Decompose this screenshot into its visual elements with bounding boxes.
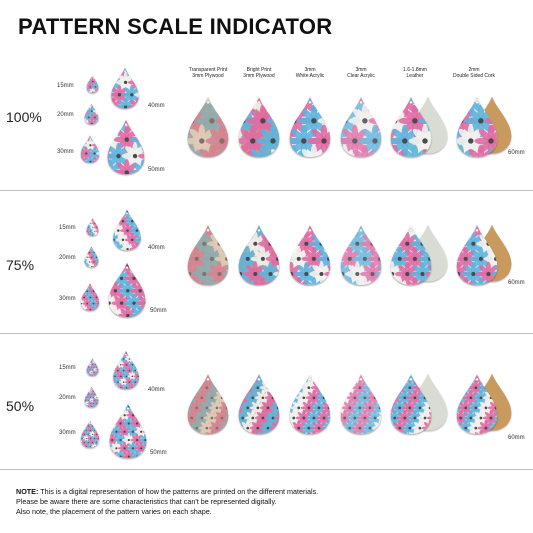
swatch-cork	[456, 374, 498, 434]
row-divider	[0, 190, 533, 191]
size-label: 50mm	[150, 308, 167, 314]
size-label: 15mm	[57, 83, 74, 89]
swatch-leather	[390, 97, 432, 157]
swatch-clear-acrylic	[340, 225, 382, 285]
material-label-plywood-transparent: Transparent Print 3mm Plywood	[188, 67, 228, 79]
size-sample-swatch	[84, 103, 99, 125]
material-label-leather: 1.6-1.8mm Leather	[403, 67, 427, 79]
swatch-cork	[456, 97, 498, 157]
size-label: 20mm	[57, 112, 74, 118]
size-label: 50mm	[150, 450, 167, 456]
dimension-label: 60mm	[508, 150, 525, 156]
size-label: 20mm	[59, 395, 76, 401]
material-label-white-acrylic: 3mm White Acrylic	[295, 67, 325, 79]
scale-label: 75%	[6, 257, 35, 273]
size-sample-swatch	[108, 262, 146, 318]
swatch-bright-plywood	[238, 374, 280, 434]
row-divider	[0, 333, 533, 334]
swatch-leather	[390, 374, 432, 434]
size-sample-swatch	[84, 386, 99, 408]
dimension-label: 60mm	[508, 435, 525, 441]
dimension-label: 60mm	[508, 280, 525, 286]
swatch-white-acrylic	[289, 225, 331, 285]
size-sample-swatch	[80, 420, 100, 448]
size-label: 20mm	[59, 255, 76, 261]
swatch-clear-acrylic	[340, 97, 382, 157]
swatch-clear-acrylic	[340, 374, 382, 434]
size-sample-swatch	[111, 67, 139, 109]
size-sample-swatch	[86, 75, 99, 93]
scale-label: 100%	[6, 109, 42, 125]
swatch-bright-plywood	[238, 225, 280, 285]
size-label: 50mm	[148, 167, 165, 173]
size-sample-swatch	[113, 209, 141, 251]
size-label: 30mm	[59, 430, 76, 436]
size-label: 40mm	[148, 387, 165, 393]
size-sample-swatch	[109, 403, 147, 459]
swatch-bright-plywood	[238, 97, 280, 157]
size-label: 30mm	[57, 149, 74, 155]
size-label: 40mm	[148, 103, 165, 109]
size-sample-swatch	[113, 350, 139, 390]
size-label: 40mm	[148, 245, 165, 251]
size-label: 15mm	[59, 225, 76, 231]
size-sample-swatch	[80, 283, 100, 311]
material-label-cork: 2mm Double Sided Cork	[453, 67, 495, 79]
size-sample-swatch	[86, 218, 99, 236]
swatch-leather	[390, 225, 432, 285]
size-sample-swatch	[80, 135, 100, 163]
swatch-transparent-plywood	[187, 374, 229, 434]
swatch-white-acrylic	[289, 374, 331, 434]
size-sample-swatch	[84, 246, 99, 268]
scale-label: 50%	[6, 398, 35, 414]
swatch-white-acrylic	[289, 97, 331, 157]
note-text: NOTE: This is a digital representation o…	[16, 487, 319, 516]
material-label-clear-acrylic: 3mm Clear Acrylic	[347, 67, 375, 79]
row-divider	[0, 469, 533, 470]
size-label: 30mm	[59, 296, 76, 302]
size-label: 15mm	[59, 365, 76, 371]
size-sample-swatch	[107, 119, 145, 175]
material-label-plywood-bright: Bright Print 3mm Plywood	[243, 67, 275, 79]
size-sample-swatch	[86, 358, 99, 376]
swatch-transparent-plywood	[187, 225, 229, 285]
swatch-cork	[456, 225, 498, 285]
swatch-transparent-plywood	[187, 97, 229, 157]
page-title: PATTERN SCALE INDICATOR	[18, 14, 333, 39]
